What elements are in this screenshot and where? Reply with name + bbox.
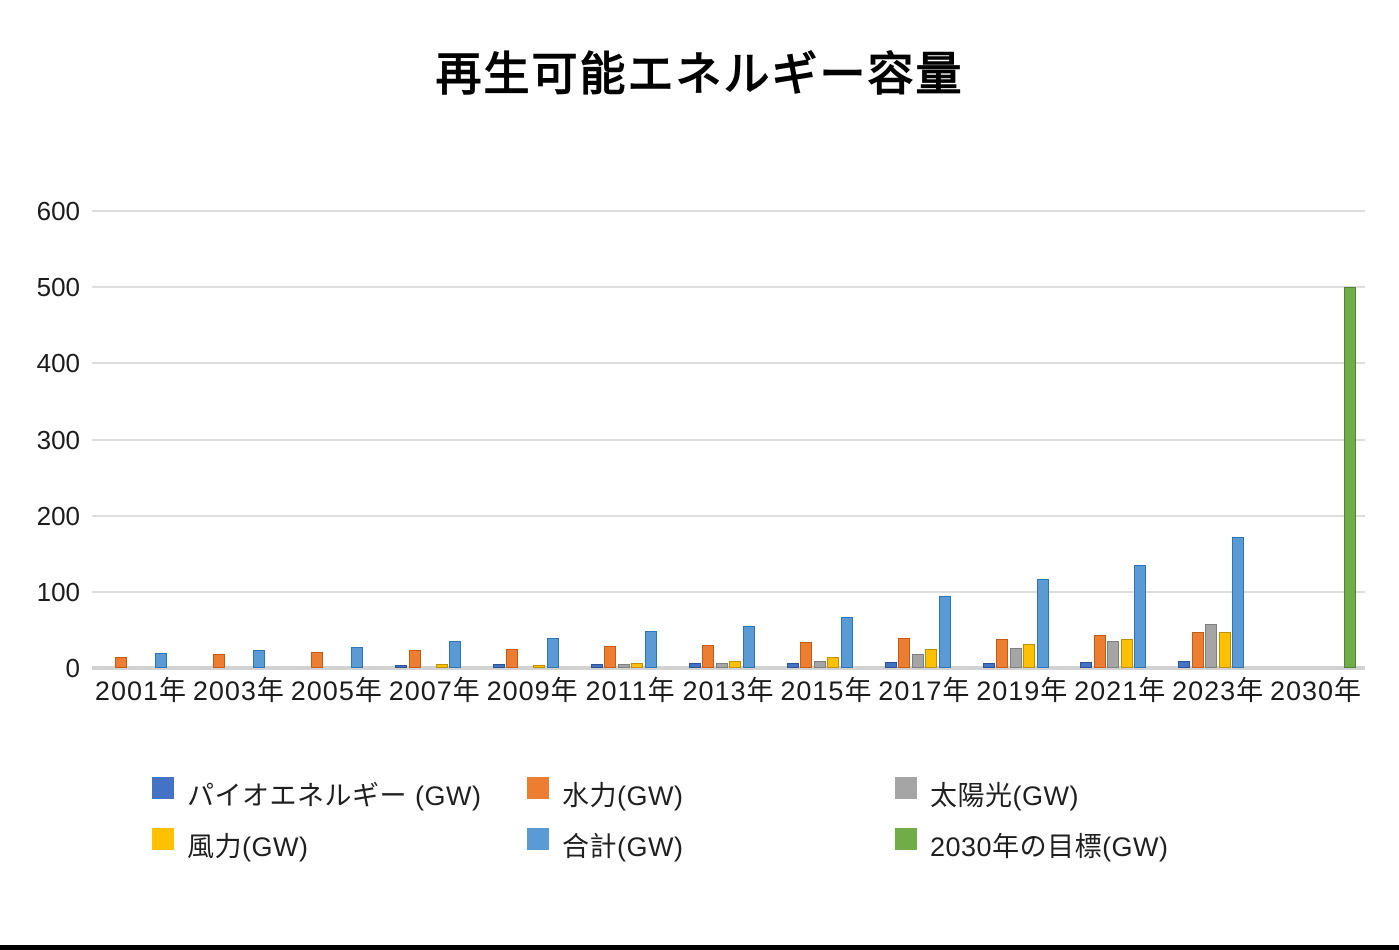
x-axis-tick-label: 2005年 — [290, 676, 383, 706]
x-axis-tick-label: 2007年 — [388, 676, 481, 706]
bar-パイオエネルギー (GW)-2013年 — [688, 663, 701, 668]
bar-合計(GW)-2019年 — [1036, 578, 1049, 668]
x-axis-tick-label: 2015年 — [780, 676, 873, 706]
bar-風力(GW)-2013年 — [729, 661, 742, 668]
bar-水力(GW)-2023年 — [1191, 632, 1204, 668]
x-axis-tick-label: 2001年 — [94, 676, 187, 706]
gridline — [92, 286, 1365, 289]
bar-合計(GW)-2003年 — [253, 649, 266, 668]
legend-swatch-icon — [152, 777, 174, 799]
gridline — [92, 438, 1365, 441]
bar-水力(GW)-2013年 — [702, 645, 715, 668]
legend-swatch-icon — [152, 828, 174, 850]
bar-風力(GW)-2021年 — [1120, 639, 1133, 668]
bar-合計(GW)-2021年 — [1134, 565, 1147, 668]
legend-swatch-icon — [895, 777, 917, 799]
x-axis-tick-label: 2030年 — [1269, 676, 1363, 706]
bar-水力(GW)-2003年 — [212, 654, 225, 668]
x-axis-tick-label: 2013年 — [682, 676, 775, 706]
gridline — [92, 514, 1365, 517]
x-axis-tick-label: 2011年 — [585, 676, 676, 706]
legend-label: 太陽光(GW) — [930, 781, 1079, 811]
legend-label: 合計(GW) — [562, 832, 684, 862]
bar-パイオエネルギー (GW)-2009年 — [492, 664, 505, 668]
y-axis-tick-label: 600 — [36, 196, 80, 226]
x-axis-tick-label: 2021年 — [1074, 676, 1167, 706]
legend-label: 風力(GW) — [187, 832, 309, 862]
y-axis-tick-label: 100 — [36, 576, 80, 607]
bar-太陽光(GW)-2017年 — [911, 654, 924, 668]
bar-水力(GW)-2011年 — [604, 645, 617, 668]
bar-水力(GW)-2009年 — [506, 649, 519, 668]
gridline — [92, 210, 1365, 212]
bar-太陽光(GW)-2013年 — [715, 662, 728, 668]
bar-合計(GW)-2017年 — [938, 596, 951, 668]
x-axis-tick-label: 2003年 — [192, 676, 285, 706]
bar-風力(GW)-2023年 — [1218, 632, 1231, 668]
gridline — [92, 590, 1365, 593]
chart-title: 再生可能エネルギー容量 — [435, 48, 964, 100]
legend-label: 水力(GW) — [562, 781, 684, 811]
bar-合計(GW)-2011年 — [644, 630, 657, 668]
x-axis-tick-label: 2019年 — [976, 676, 1069, 706]
bar-パイオエネルギー (GW)-2023年 — [1178, 661, 1191, 668]
x-axis-tick-label: 2009年 — [486, 676, 579, 706]
bar-パイオエネルギー (GW)-2015年 — [786, 662, 799, 668]
legend-label: 2030年の目標(GW) — [930, 832, 1169, 862]
bar-合計(GW)-2007年 — [449, 641, 461, 668]
x-axis-tick-label: 2017年 — [878, 676, 971, 706]
x-axis-tick-label: 2023年 — [1172, 676, 1265, 706]
bar-パイオエネルギー (GW)-2007年 — [395, 665, 407, 668]
bar-太陽光(GW)-2015年 — [813, 661, 826, 668]
bar-合計(GW)-2009年 — [546, 637, 559, 668]
y-axis-tick-label: 0 — [65, 653, 80, 683]
bar-水力(GW)-2015年 — [800, 642, 813, 668]
bar-風力(GW)-2011年 — [631, 663, 644, 668]
bar-パイオエネルギー (GW)-2019年 — [982, 662, 995, 668]
bar-水力(GW)-2019年 — [996, 639, 1008, 668]
x-axis-baseline — [92, 666, 1365, 670]
bar-水力(GW)-2007年 — [408, 649, 421, 668]
bar-合計(GW)-2001年 — [155, 652, 168, 668]
bar-太陽光(GW)-2011年 — [617, 664, 630, 668]
bottom-border-line — [0, 945, 1399, 950]
bar-パイオエネルギー (GW)-2021年 — [1080, 661, 1093, 668]
bar-太陽光(GW)-2023年 — [1205, 623, 1218, 668]
bar-合計(GW)-2023年 — [1232, 537, 1245, 668]
legend-label: パイオエネルギー (GW) — [187, 781, 482, 811]
legend-swatch-icon — [527, 828, 549, 850]
bar-合計(GW)-2013年 — [742, 626, 755, 668]
bar-水力(GW)-2001年 — [114, 656, 127, 668]
bar-風力(GW)-2015年 — [827, 656, 840, 668]
bar-風力(GW)-2019年 — [1023, 643, 1035, 668]
bar-風力(GW)-2017年 — [925, 649, 938, 668]
bar-パイオエネルギー (GW)-2017年 — [884, 661, 897, 668]
gridline — [92, 362, 1365, 365]
y-axis-tick-label: 300 — [36, 424, 80, 455]
bar-2030年の目標(GW)-2030年 — [1343, 287, 1356, 668]
bar-パイオエネルギー (GW)-2011年 — [590, 664, 603, 668]
bar-風力(GW)-2009年 — [533, 665, 546, 668]
bar-合計(GW)-2005年 — [351, 646, 364, 668]
legend-swatch-icon — [895, 828, 917, 850]
y-axis-tick-label: 200 — [36, 500, 80, 531]
bar-合計(GW)-2015年 — [840, 617, 853, 668]
bar-水力(GW)-2017年 — [898, 638, 911, 668]
y-axis-tick-label: 400 — [36, 348, 80, 379]
bar-太陽光(GW)-2021年 — [1107, 640, 1120, 668]
bar-風力(GW)-2007年 — [435, 664, 448, 668]
bar-水力(GW)-2021年 — [1093, 635, 1106, 668]
bar-水力(GW)-2005年 — [310, 652, 323, 668]
legend-swatch-icon — [527, 777, 549, 799]
y-axis-tick-label: 500 — [36, 272, 80, 303]
bar-太陽光(GW)-2019年 — [1009, 648, 1022, 668]
